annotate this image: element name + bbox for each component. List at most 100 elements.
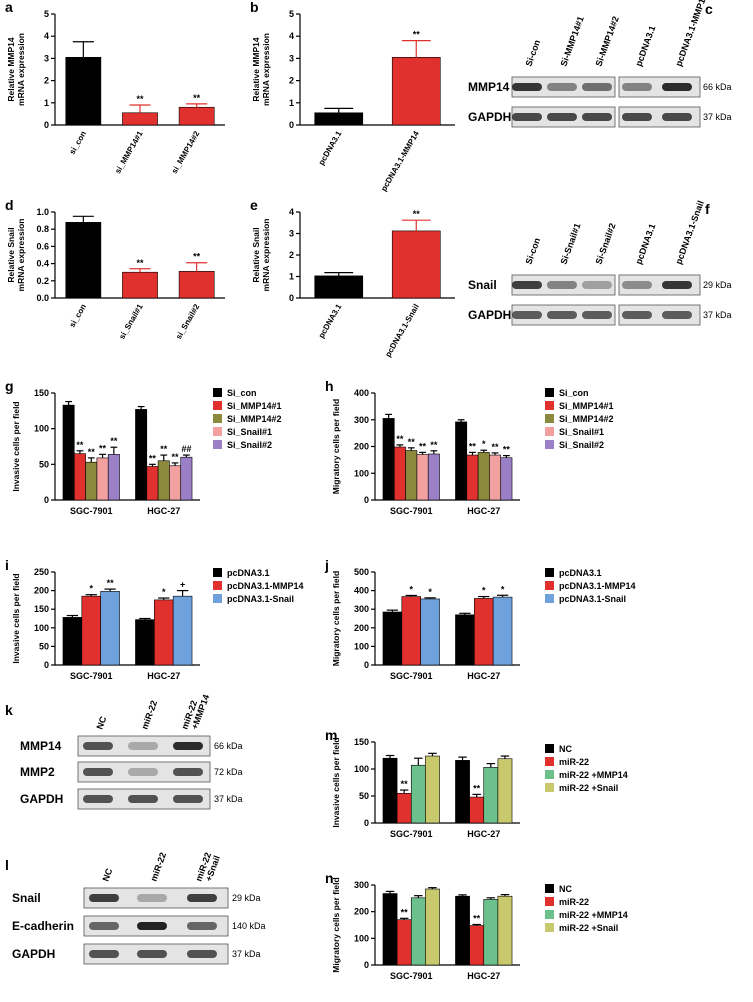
y-axis-label: Invasive cells per field <box>331 737 341 827</box>
bar <box>107 454 120 501</box>
bar <box>135 409 148 501</box>
lane-label: Si-Snail#1 <box>558 222 582 266</box>
significance-label: ** <box>136 94 144 104</box>
legend-swatch <box>545 757 554 766</box>
blot-band <box>173 742 203 750</box>
x-tick-label: si_MMP14#1 <box>113 129 145 175</box>
x-tick-label: si_Snail#2 <box>174 302 202 341</box>
x-tick-label: SGC-7901 <box>390 971 433 981</box>
bar <box>455 760 470 824</box>
x-tick-label: SGC-7901 <box>390 829 433 839</box>
bar <box>180 456 193 501</box>
y-tick-label: 0.6 <box>36 241 49 251</box>
blot-band <box>512 113 542 121</box>
panel-label: i <box>5 557 9 573</box>
bar <box>455 614 475 666</box>
legend-label: Si_Snail#1 <box>227 427 272 437</box>
blot-band <box>547 281 577 289</box>
bar <box>497 758 513 824</box>
blot-band <box>83 795 113 803</box>
y-tick-label: 0 <box>364 495 369 505</box>
y-tick-label: 0 <box>364 960 369 970</box>
significance-label: * <box>409 584 413 594</box>
bar <box>146 466 159 501</box>
y-tick-label: 150 <box>34 388 49 398</box>
legend-label: Si_Snail#2 <box>559 440 604 450</box>
legend-swatch <box>545 414 554 423</box>
y-axis-label: mRNA expression <box>16 33 26 106</box>
lane-label: pcDNA3.1-MMP14 <box>673 0 709 68</box>
y-tick-label: 3 <box>289 53 294 63</box>
bar <box>65 56 102 126</box>
legend-label: Si_MMP14#2 <box>227 414 282 424</box>
significance-label: ** <box>469 441 477 451</box>
y-tick-label: 0.4 <box>36 259 49 269</box>
significance-label: * <box>89 584 93 594</box>
blot-band <box>512 83 542 91</box>
x-tick-label: HGC-27 <box>467 971 500 981</box>
y-tick-label: 1 <box>289 98 294 108</box>
bar <box>469 796 485 824</box>
legend-label: pcDNA3.1-MMP14 <box>559 581 636 591</box>
bar <box>391 56 441 126</box>
blot-band <box>187 950 217 958</box>
blot-band <box>137 894 167 902</box>
y-tick-label: 0 <box>289 120 294 130</box>
y-tick-label: 0 <box>364 818 369 828</box>
legend-swatch <box>545 427 554 436</box>
blot-strip <box>618 106 701 128</box>
size-label: 66 kDa <box>703 82 732 92</box>
size-label: 29 kDa <box>703 280 732 290</box>
bar <box>382 418 395 501</box>
blot-band <box>137 922 167 930</box>
significance-label: ** <box>419 441 427 451</box>
protein-label: GAPDH <box>12 947 55 961</box>
y-tick-label: 100 <box>354 641 369 651</box>
protein-label: MMP14 <box>20 739 62 753</box>
x-tick-label: SGC-7901 <box>70 671 113 681</box>
y-tick-label: 1 <box>44 98 49 108</box>
blot-band <box>582 311 612 319</box>
y-tick-label: 300 <box>354 415 369 425</box>
blot-strip <box>618 304 701 326</box>
y-axis-label: Migratory cells per field <box>331 571 341 666</box>
bar <box>425 755 440 824</box>
protein-label: Snail <box>12 891 41 905</box>
bar <box>455 421 468 501</box>
y-tick-label: 0 <box>364 660 369 670</box>
bar <box>483 767 499 824</box>
legend-swatch <box>213 594 222 603</box>
significance-label: ** <box>492 442 500 452</box>
bar <box>169 465 182 501</box>
legend-swatch <box>545 744 554 753</box>
legend-label: miR-22 <box>559 757 589 767</box>
bar <box>455 895 470 966</box>
blot-band <box>173 795 203 803</box>
bar <box>314 275 364 299</box>
x-tick-label: HGC-27 <box>467 829 500 839</box>
legend-swatch <box>545 783 554 792</box>
y-tick-label: 2 <box>289 250 294 260</box>
blot-band <box>662 113 692 121</box>
significance-label: * <box>482 586 486 596</box>
size-label: 37 kDa <box>232 949 261 959</box>
blot-band <box>187 922 217 930</box>
lane-label: pcDNA3.1 <box>633 24 657 67</box>
y-tick-label: 100 <box>354 933 369 943</box>
blot-band <box>582 83 612 91</box>
lane-label: Si-con <box>523 38 542 67</box>
size-label: 29 kDa <box>232 893 261 903</box>
bar <box>122 112 158 126</box>
y-tick-label: 4 <box>289 31 294 41</box>
bar <box>391 230 441 299</box>
significance-label: ** <box>193 252 201 262</box>
significance-label: ** <box>172 452 180 462</box>
blot-strip <box>618 76 701 98</box>
bar <box>489 454 502 501</box>
y-tick-label: 3 <box>289 229 294 239</box>
y-tick-label: 150 <box>354 737 369 747</box>
significance-label: ** <box>149 453 157 463</box>
legend-label: miR-22 +MMP14 <box>559 770 628 780</box>
protein-label: GAPDH <box>468 308 511 322</box>
